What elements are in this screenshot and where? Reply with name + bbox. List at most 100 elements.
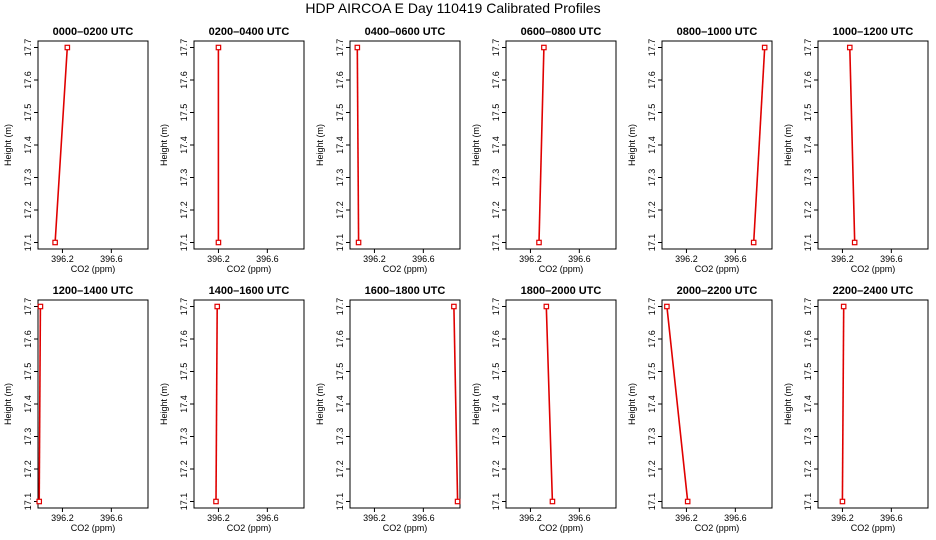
y-tick-label: 17.3 <box>491 428 501 446</box>
y-tick-label: 17.1 <box>23 493 33 511</box>
y-tick-label: 17.6 <box>803 71 813 89</box>
data-point <box>851 239 858 246</box>
panel-title: 1400–1600 UTC <box>209 285 290 297</box>
plot-frame <box>505 299 617 509</box>
x-tick-label: 396.2 <box>207 254 230 264</box>
y-axis-label: Height (m) <box>3 124 13 166</box>
y-tick-label: 17.5 <box>803 363 813 381</box>
y-tick-label: 17.5 <box>647 104 657 122</box>
y-tick-label: 17.6 <box>335 330 345 348</box>
plot-frame <box>817 40 929 250</box>
y-tick-label: 17.1 <box>179 234 189 252</box>
y-tick-label: 17.7 <box>335 298 345 316</box>
profile-line <box>545 306 554 502</box>
data-point <box>64 44 71 51</box>
y-axis-label: Height (m) <box>3 383 13 425</box>
profile-line <box>752 47 766 243</box>
data-point <box>213 498 219 505</box>
y-tick-label: 17.6 <box>647 71 657 89</box>
x-tick-label: 396.6 <box>412 513 435 523</box>
panel-title: 1800–2000 UTC <box>521 285 602 297</box>
y-tick-label: 17.2 <box>647 201 657 219</box>
data-point <box>354 44 361 51</box>
y-tick-label: 17.2 <box>179 460 189 478</box>
x-axis-label: CO2 (ppm) <box>383 523 428 533</box>
plot-frame <box>661 299 773 509</box>
profile-line <box>356 47 360 243</box>
panel: 0200–0400 UTC 396.2 396.6 17.1 17.2 17.3 17.4 1… <box>159 26 305 274</box>
x-tick-label: 396.2 <box>519 254 542 264</box>
x-tick-label: 396.6 <box>100 254 123 264</box>
y-tick-label: 17.5 <box>179 363 189 381</box>
data-point <box>215 239 222 246</box>
x-tick-label: 396.2 <box>675 513 698 523</box>
x-axis-label: CO2 (ppm) <box>695 264 740 274</box>
y-tick-label: 17.3 <box>491 169 501 187</box>
x-axis-label: CO2 (ppm) <box>227 523 272 533</box>
data-point <box>355 239 362 246</box>
panel-title: 0000–0200 UTC <box>53 26 134 38</box>
y-tick-label: 17.6 <box>179 71 189 89</box>
x-tick-label: 396.6 <box>100 513 123 523</box>
y-tick-label: 17.6 <box>23 71 33 89</box>
x-tick-label: 396.2 <box>519 513 542 523</box>
data-point <box>840 303 847 310</box>
y-tick-label: 17.7 <box>647 298 657 316</box>
y-axis-label: Height (m) <box>627 124 637 166</box>
y-tick-label: 17.2 <box>803 201 813 219</box>
panel: 1400–1600 UTC 396.2 396.6 17.1 17.2 17.3 17.4 1… <box>159 285 305 533</box>
x-tick-label: 396.6 <box>256 513 279 523</box>
x-axis-label: CO2 (ppm) <box>71 264 116 274</box>
plot-frame <box>193 299 305 509</box>
y-tick-label: 17.1 <box>491 234 501 252</box>
y-tick-label: 17.4 <box>23 136 33 154</box>
y-tick-label: 17.7 <box>803 298 813 316</box>
y-tick-label: 17.6 <box>491 71 501 89</box>
profile-line <box>54 47 69 243</box>
data-point <box>52 239 58 246</box>
plot-frame <box>349 299 461 509</box>
data-point <box>541 44 547 51</box>
y-axis-label: Height (m) <box>783 383 793 425</box>
y-tick-label: 17.2 <box>179 201 189 219</box>
x-tick-label: 396.6 <box>724 513 747 523</box>
profile-line <box>841 306 845 502</box>
data-point <box>536 239 542 246</box>
y-tick-label: 17.7 <box>335 39 345 57</box>
y-tick-label: 17.2 <box>647 460 657 478</box>
panel-title: 2000–2200 UTC <box>677 285 758 297</box>
y-tick-label: 17.2 <box>803 460 813 478</box>
profile-line <box>849 47 856 243</box>
panel-title: 0200–0400 UTC <box>209 26 290 38</box>
y-tick-label: 17.2 <box>491 460 501 478</box>
y-tick-label: 17.7 <box>23 39 33 57</box>
x-axis-label: CO2 (ppm) <box>227 264 272 274</box>
y-tick-label: 17.6 <box>23 330 33 348</box>
data-point <box>846 44 853 51</box>
x-axis-label: CO2 (ppm) <box>851 264 896 274</box>
y-tick-label: 17.4 <box>803 395 813 413</box>
y-tick-label: 17.2 <box>23 460 33 478</box>
y-axis-label: Height (m) <box>315 383 325 425</box>
data-point <box>214 303 221 310</box>
y-tick-label: 17.7 <box>179 39 189 57</box>
x-tick-label: 396.2 <box>363 254 386 264</box>
y-tick-label: 17.2 <box>335 460 345 478</box>
y-tick-label: 17.7 <box>491 298 501 316</box>
profile-line <box>38 306 42 502</box>
plot-frame <box>37 40 149 250</box>
x-tick-label: 396.6 <box>880 254 903 264</box>
y-tick-label: 17.3 <box>335 169 345 187</box>
y-tick-label: 17.4 <box>647 136 657 154</box>
y-axis-label: Height (m) <box>627 383 637 425</box>
y-tick-label: 17.4 <box>179 136 189 154</box>
panel: 1000–1200 UTC 396.2 396.6 17.1 17.2 17.3 17.4 1… <box>783 26 929 274</box>
y-tick-label: 17.4 <box>335 136 345 154</box>
panel-title: 2200–2400 UTC <box>833 285 914 297</box>
y-tick-label: 17.2 <box>23 201 33 219</box>
x-tick-label: 396.2 <box>831 513 854 523</box>
y-tick-label: 17.2 <box>335 201 345 219</box>
x-tick-label: 396.6 <box>412 254 435 264</box>
y-tick-label: 17.4 <box>491 136 501 154</box>
